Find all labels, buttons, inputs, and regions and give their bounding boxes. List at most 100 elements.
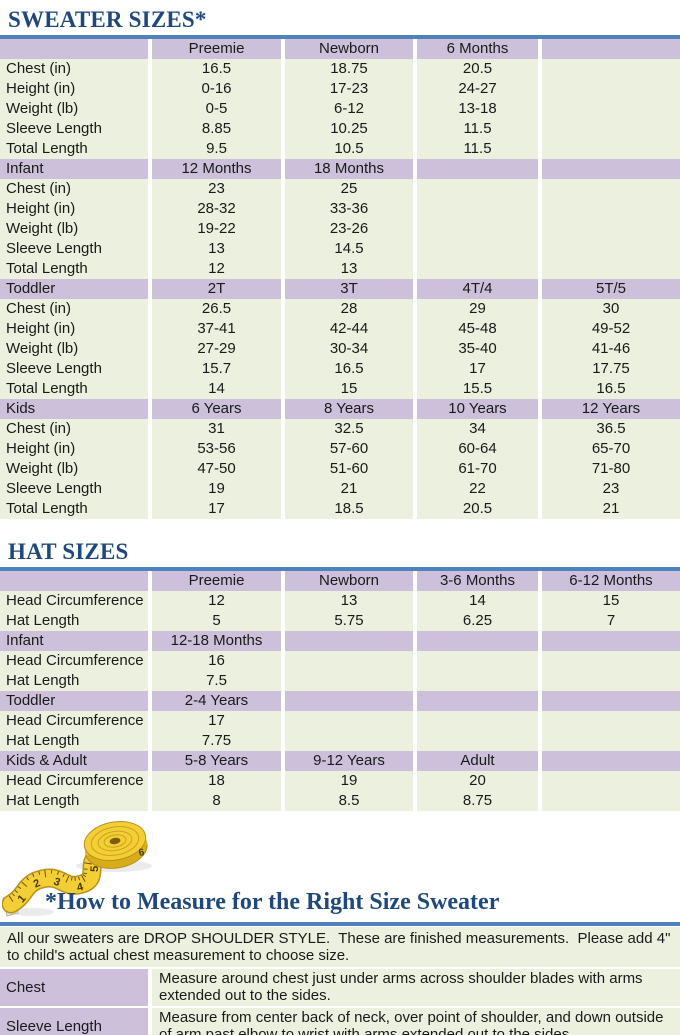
value-cell: 61-70	[417, 459, 542, 479]
value-cell	[417, 631, 542, 651]
value-cell: 29	[417, 299, 542, 319]
value-cell: 20	[417, 771, 542, 791]
value-cell: 6-12	[285, 99, 417, 119]
value-cell: 8.75	[417, 791, 542, 811]
table-row: Hat Length 7.75	[0, 731, 680, 751]
section-title-cell	[0, 571, 152, 591]
value-cell	[417, 239, 542, 259]
value-cell: 19	[152, 479, 285, 499]
value-cell: 57-60	[285, 439, 417, 459]
table-row: Hat Length 5 5.75 6.25 7	[0, 611, 680, 631]
table-row: Total Length 17 18.5 20.5 21	[0, 499, 680, 519]
row-label-cell: Head Circumference	[0, 711, 152, 731]
section-header-row: Preemie Newborn 3-6 Months 6-12 Months	[0, 571, 680, 591]
value-cell: 18	[152, 771, 285, 791]
value-cell: 12	[152, 591, 285, 611]
row-label-cell: Total Length	[0, 499, 152, 519]
value-cell: 19	[285, 771, 417, 791]
value-cell: 49-52	[542, 319, 680, 339]
row-label-cell: Height (in)	[0, 439, 152, 459]
row-label-cell: Chest (in)	[0, 419, 152, 439]
tape-tick	[17, 886, 22, 889]
tape-number: 2	[32, 877, 42, 890]
value-cell	[542, 39, 680, 59]
value-cell: 8 Years	[285, 399, 417, 419]
measure-row-description: Measure from center back of neck, over p…	[152, 1008, 680, 1035]
row-label-cell: Total Length	[0, 139, 152, 159]
tape-tick	[83, 872, 88, 875]
value-cell: 6 Months	[417, 39, 542, 59]
value-cell	[417, 179, 542, 199]
value-cell: 27-29	[152, 339, 285, 359]
row-label-cell: Height (in)	[0, 79, 152, 99]
title-rule	[0, 567, 680, 571]
value-cell: 11.5	[417, 139, 542, 159]
value-cell	[417, 159, 542, 179]
value-cell: 3T	[285, 279, 417, 299]
value-cell: 0-16	[152, 79, 285, 99]
value-cell: 33-36	[285, 199, 417, 219]
value-cell: 18.5	[285, 499, 417, 519]
value-cell: 6.25	[417, 611, 542, 631]
table-row: Head Circumference 18 19 20	[0, 771, 680, 791]
value-cell: 14.5	[285, 239, 417, 259]
measure-row-sleeve-length: Sleeve Length Measure from center back o…	[0, 1008, 680, 1035]
tape-roll: 6	[83, 821, 148, 869]
table-row: Height (in) 28-32 33-36	[0, 199, 680, 219]
value-cell	[542, 59, 680, 79]
hat-sizes-table: Preemie Newborn 3-6 Months 6-12 Months Head …	[0, 571, 680, 811]
table-row: Total Length 12 13	[0, 259, 680, 279]
measure-row-description: Measure around chest just under arms acr…	[152, 969, 680, 1006]
value-cell: 53-56	[152, 439, 285, 459]
value-cell: 17	[417, 359, 542, 379]
value-cell: 60-64	[417, 439, 542, 459]
value-cell	[417, 259, 542, 279]
value-cell: 36.5	[542, 419, 680, 439]
value-cell	[285, 691, 417, 711]
value-cell	[542, 771, 680, 791]
value-cell: 7.5	[152, 671, 285, 691]
value-cell: 4T/4	[417, 279, 542, 299]
table-row: Chest (in) 26.5 28 29 30	[0, 299, 680, 319]
tape-tick	[11, 893, 15, 897]
section-title-cell: Kids & Adult	[0, 751, 152, 771]
value-cell: Newborn	[285, 571, 417, 591]
value-cell	[417, 711, 542, 731]
value-cell: 17-23	[285, 79, 417, 99]
value-cell: 15	[542, 591, 680, 611]
section-header-row: Preemie Newborn 6 Months	[0, 39, 680, 59]
value-cell	[417, 731, 542, 751]
value-cell	[542, 219, 680, 239]
table-row: Sleeve Length 15.7 16.5 17 17.75	[0, 359, 680, 379]
value-cell	[417, 199, 542, 219]
row-label-cell: Weight (lb)	[0, 339, 152, 359]
tape-tick	[82, 874, 87, 878]
value-cell: 0-5	[152, 99, 285, 119]
table-row: Head Circumference 17	[0, 711, 680, 731]
value-cell: 16.5	[542, 379, 680, 399]
value-cell: 5-8 Years	[152, 751, 285, 771]
value-cell: 5.75	[285, 611, 417, 631]
measure-row-chest: Chest Measure around chest just under ar…	[0, 969, 680, 1006]
sweater-sizes-title: SWEATER SIZES*	[8, 7, 207, 32]
tape-number-6: 6	[138, 847, 146, 859]
row-label-cell: Head Circumference	[0, 591, 152, 611]
value-cell: 30-34	[285, 339, 417, 359]
section-title-cell: Kids	[0, 399, 152, 419]
value-cell: 10 Years	[417, 399, 542, 419]
tape-tick	[38, 871, 41, 876]
value-cell: 17.75	[542, 359, 680, 379]
sweater-sizes-table: Preemie Newborn 6 Months Chest (in) 16.5 18.7…	[0, 39, 680, 519]
value-cell: 13	[285, 259, 417, 279]
value-cell: 42-44	[285, 319, 417, 339]
section-title-cell: Infant	[0, 159, 152, 179]
value-cell: 6 Years	[152, 399, 285, 419]
section-title-cell	[0, 39, 152, 59]
value-cell: 12	[152, 259, 285, 279]
tape-number: 5	[89, 866, 101, 872]
row-label-cell: Total Length	[0, 379, 152, 399]
value-cell: 23	[542, 479, 680, 499]
value-cell	[542, 139, 680, 159]
value-cell: 47-50	[152, 459, 285, 479]
